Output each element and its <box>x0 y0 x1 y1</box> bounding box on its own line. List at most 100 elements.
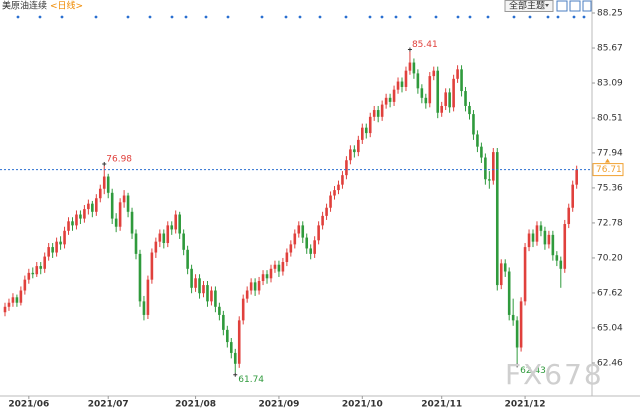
event-dot <box>38 15 42 19</box>
candle-body <box>412 62 416 74</box>
y-tick-label: 77.94 <box>597 148 623 158</box>
event-dot <box>572 15 576 19</box>
y-tick-label: 85.67 <box>597 44 623 54</box>
event-dot <box>394 15 398 19</box>
high-marker <box>407 47 412 52</box>
candle-body <box>214 290 217 307</box>
high-label: 76.98 <box>106 154 132 164</box>
candle-body <box>341 175 344 185</box>
candle-body <box>43 256 46 269</box>
candle-body <box>464 91 467 106</box>
last-price-box <box>592 163 624 177</box>
low-label: 62.43 <box>520 366 546 376</box>
candle-body <box>456 69 459 79</box>
event-dot <box>318 15 322 19</box>
candle-body <box>329 195 332 208</box>
y-tick-label: 65.04 <box>597 323 623 333</box>
candle-body <box>59 241 62 245</box>
event-dot <box>260 15 264 19</box>
event-dot <box>368 15 372 19</box>
candle-body <box>19 290 23 303</box>
candle-body <box>102 176 106 189</box>
event-dot <box>148 15 152 19</box>
candle-body <box>523 247 527 302</box>
y-tick-label: 70.20 <box>597 253 623 263</box>
candle-body <box>83 209 86 219</box>
event-dot <box>226 15 230 19</box>
candle-body <box>3 306 7 313</box>
candle-body <box>293 233 297 245</box>
candle-body <box>392 89 396 102</box>
candle-body <box>71 221 74 226</box>
candle-body <box>571 184 575 208</box>
candle-body <box>444 92 447 106</box>
candle-body <box>122 195 126 203</box>
last-price-label: 76.71 <box>596 165 622 175</box>
event-dot <box>344 15 348 19</box>
candle-body <box>31 272 35 275</box>
candle-body <box>253 282 257 291</box>
candle-body <box>23 279 27 291</box>
candle-body <box>241 298 245 321</box>
candle-body <box>170 225 174 230</box>
event-dot <box>528 15 532 19</box>
candle-body <box>190 268 193 288</box>
candle-body <box>436 70 440 113</box>
tool-icon[interactable] <box>556 0 568 12</box>
candle-body <box>337 184 340 191</box>
candle-body <box>428 76 432 104</box>
candle-body <box>388 97 392 102</box>
y-tick-label: 67.62 <box>597 288 623 298</box>
candle-body <box>484 157 487 180</box>
x-tick-label: 2021/11 <box>421 400 462 410</box>
candle-body <box>106 176 110 193</box>
period-label: <日线> <box>50 0 83 12</box>
candle-body <box>499 263 503 286</box>
event-dot <box>380 15 384 19</box>
candle-body <box>7 302 11 307</box>
event-dot <box>60 15 64 19</box>
candle-body <box>27 272 31 280</box>
candle-body <box>35 266 39 275</box>
candle-body <box>349 149 352 161</box>
candle-body <box>134 233 138 254</box>
candle-body <box>11 297 15 303</box>
candle-body <box>202 285 205 294</box>
candle-body <box>229 342 233 353</box>
candle-body <box>567 207 571 225</box>
candle-body <box>182 233 185 250</box>
candle-body <box>150 252 154 280</box>
event-dot <box>434 15 438 19</box>
watermark: FX678 <box>505 358 604 391</box>
candle-body <box>547 234 551 245</box>
candle-body <box>237 320 241 364</box>
candle-body <box>519 301 523 348</box>
event-dot <box>546 15 550 19</box>
candle-body <box>126 195 130 212</box>
candle-body <box>114 218 118 227</box>
candle-body <box>527 233 531 248</box>
candle-body <box>364 127 368 134</box>
candle-body <box>313 240 316 254</box>
tool-icon[interactable] <box>582 0 592 12</box>
candle-body <box>265 274 269 279</box>
candle-body <box>158 233 162 242</box>
x-tick-label: 2021/07 <box>88 400 129 410</box>
candle-body <box>285 252 289 263</box>
candle-body <box>226 329 229 343</box>
event-dot <box>582 15 586 19</box>
event-dot <box>468 15 472 19</box>
y-tick-label: 62.46 <box>597 358 623 368</box>
candle-body <box>39 266 43 269</box>
candle-body <box>249 282 253 291</box>
candle-body <box>400 81 404 87</box>
tool-icon[interactable] <box>569 0 581 12</box>
candle-body <box>222 314 225 330</box>
theme-button[interactable]: 全部主题 <box>504 0 554 12</box>
x-tick-label: 2021/12 <box>505 400 546 410</box>
candle-body <box>488 179 491 181</box>
high-marker <box>102 161 107 166</box>
event-dot <box>456 15 460 19</box>
candle-body <box>95 198 98 212</box>
